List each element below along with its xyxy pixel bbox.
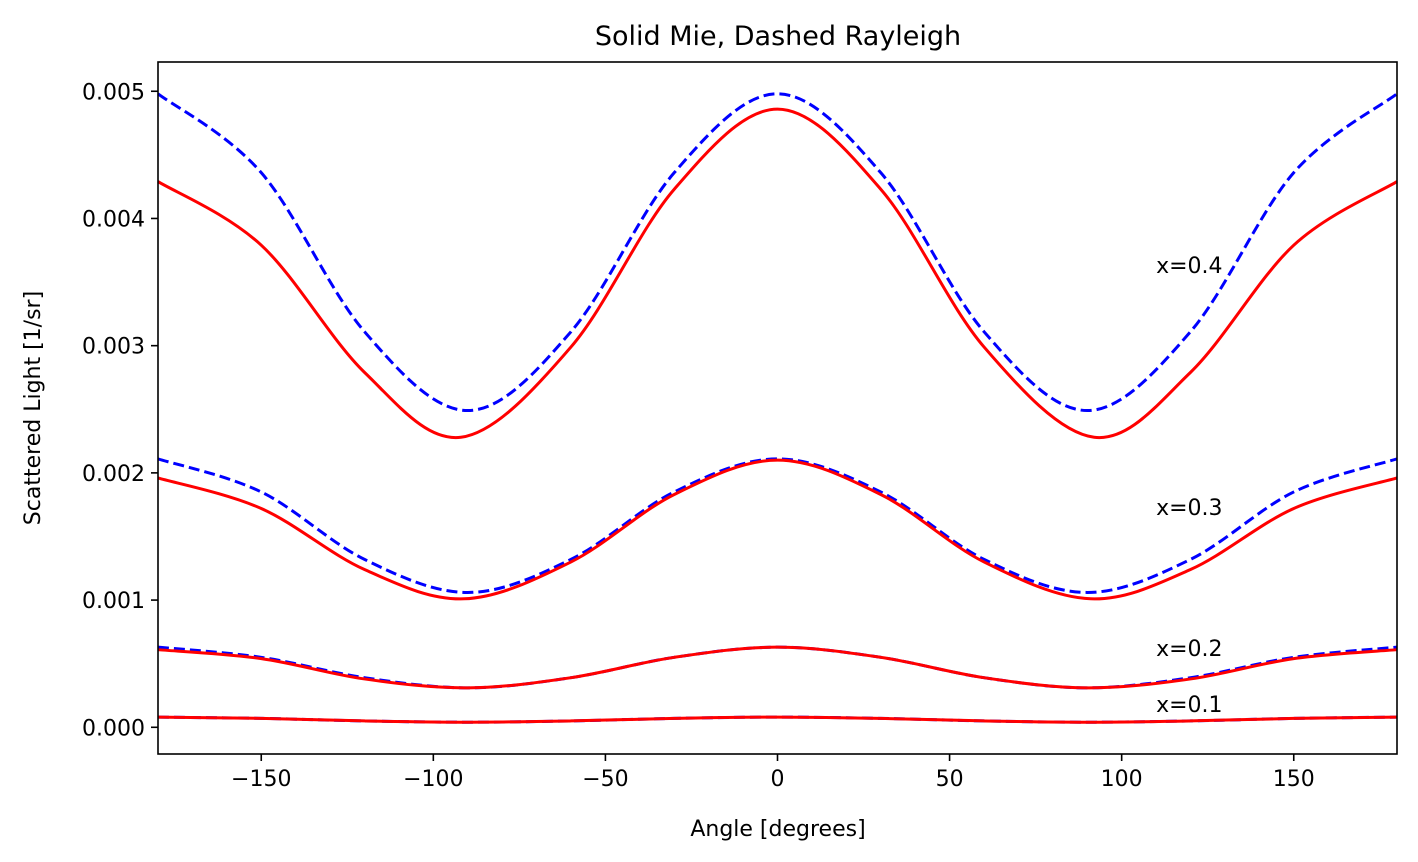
x-axis: −150 −100 −50 0 50 100 150 [231,754,1315,792]
y-tick-label: 0.000 [82,716,145,741]
y-tick-label: 0.003 [82,335,145,360]
x-tick-label: −50 [582,767,628,792]
series-line-mie-x0-3 [157,458,1398,601]
x-tick-label: 150 [1273,767,1315,792]
x-tick-label: −150 [231,767,291,792]
annotation-label: x=0.1 [1156,693,1222,718]
y-tick-label: 0.002 [82,462,145,487]
x-tick-label: 100 [1101,767,1143,792]
y-axis: 0.000 0.001 0.002 0.003 0.004 0.005 [82,80,158,741]
y-axis-label: Scattered Light [1/sr] [21,291,46,525]
y-tick-label: 0.005 [82,80,145,105]
x-tick-label: −100 [403,767,463,792]
series-line-rayleigh-x0-3 [157,457,1398,594]
series-line-rayleigh-x0-4 [157,92,1398,413]
annotation-label: x=0.2 [1156,637,1222,662]
x-axis-label: Angle [degrees] [690,817,865,842]
annotation-label: x=0.3 [1156,496,1222,521]
chart-title: Solid Mie, Dashed Rayleigh [595,21,961,52]
x-tick-label: 0 [771,767,785,792]
annotation-label: x=0.4 [1156,254,1222,279]
series-line-mie-x0-1 [157,715,1398,724]
series-layer [157,92,1398,724]
series-line-mie-x0-4 [157,107,1398,439]
y-tick-label: 0.001 [82,589,145,614]
series-line-mie-x0-2 [157,645,1398,690]
x-tick-label: 50 [936,767,964,792]
y-tick-label: 0.004 [82,207,145,232]
annotation-layer: x=0.4 x=0.3 x=0.2 x=0.1 [1156,254,1222,718]
